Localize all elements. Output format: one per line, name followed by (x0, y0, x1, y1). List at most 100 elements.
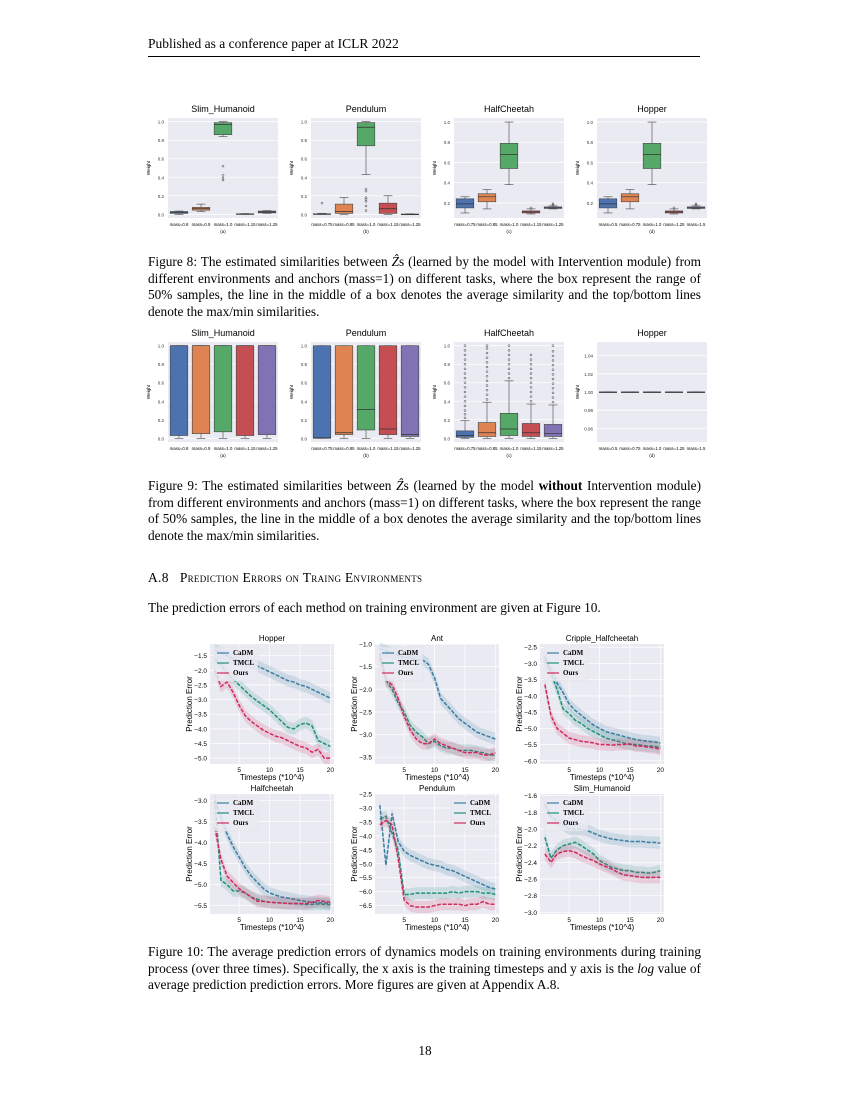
x-tick-label: mass=0.5 (599, 222, 618, 227)
x-tick-label: 20 (327, 767, 335, 774)
x-axis-label: Timesteps (*10^4) (405, 773, 470, 782)
y-tick-label: 0.8 (158, 362, 165, 367)
x-axis-label: Timesteps (*10^4) (570, 923, 635, 932)
y-tick-label: 1.0 (301, 344, 308, 349)
box-iqr (356, 345, 376, 431)
boxplot-panel: Slim_Humanoid 0.0 0.2 0.4 0.6 0.8 1.0 Weight mas… (146, 104, 278, 234)
y-tick-label: −1.0 (359, 642, 372, 649)
y-tick-label: 0.6 (301, 157, 308, 162)
y-tick-label: 0.2 (301, 194, 308, 199)
figure-8-caption: Figure 8: The estimated similarities bet… (148, 254, 701, 320)
y-tick-label: −4.0 (359, 833, 372, 840)
x-tick-label: mass=1.25 (256, 446, 278, 451)
outlier-point (551, 350, 555, 353)
x-tick-label: mass=1.0 (357, 446, 376, 451)
box-iqr (521, 423, 541, 437)
x-tick-label: mass=0.75 (619, 222, 641, 227)
y-tick-label: −3.5 (524, 677, 537, 684)
y-axis-label: Prediction Error (185, 676, 194, 732)
legend-box (213, 796, 259, 832)
caption-text: Intervention module) from different envi… (148, 478, 701, 543)
series-band-tmcl (379, 810, 496, 901)
outlier-point (364, 189, 368, 193)
outlier-point (551, 396, 555, 399)
box (312, 201, 332, 215)
box (499, 344, 519, 439)
y-tick-label: −5.5 (524, 742, 537, 749)
line-chart-panel: Pendulum −2.5 −3.0 −3.5 −4.0 −4.5 −5.0 −5.5 −6.0… (350, 784, 499, 932)
y-tick-label: −6.0 (524, 758, 537, 765)
outlier-point (551, 363, 555, 367)
y-tick-label: −4.5 (359, 847, 372, 854)
y-tick-label: 0.8 (444, 140, 451, 145)
x-tick-label: 10 (431, 767, 439, 774)
panel-sublabel: (d) (649, 229, 655, 234)
y-axis-label: Prediction Error (350, 826, 359, 882)
series-band-ours (214, 664, 331, 765)
y-tick-label: 0.2 (301, 418, 308, 423)
outlier-point (485, 379, 489, 383)
box (664, 206, 684, 215)
legend-label: Ours (563, 819, 578, 827)
line-chart-panel: Ant −1.0 −1.5 −2.0 −2.5 −3.0 −3.5 5 10 15 20 Timest… (350, 634, 499, 782)
y-tick-label: 0.4 (587, 181, 594, 186)
box-iqr (257, 345, 277, 435)
outlier-point (485, 347, 489, 350)
section-title: Prediction Errors on Traing Environments (179, 570, 423, 585)
outlier-point (463, 372, 467, 375)
outlier-point (221, 164, 225, 168)
box (378, 195, 398, 215)
x-tick-label: 20 (492, 917, 500, 924)
x-tick-label: mass=1.25 (663, 446, 685, 451)
figure-8-boxplots: Slim_Humanoid 0.0 0.2 0.4 0.6 0.8 1.0 Weight mas… (146, 104, 707, 234)
y-tick-label: −2.5 (194, 682, 207, 689)
box (235, 213, 255, 215)
legend: CaDM TMCL Ours (213, 646, 259, 682)
panel-sublabel: (c) (506, 453, 512, 458)
series-line-tmcl (544, 659, 661, 749)
box (543, 202, 563, 210)
y-tick-label: −2.2 (524, 843, 537, 850)
boxplot-panel: Hopper 0.96 0.98 1.00 1.02 1.04 Weight mass=0.5… (575, 328, 707, 458)
x-tick-label: mass=0.8 (170, 446, 189, 451)
panel-title: Hopper (637, 104, 667, 114)
y-tick-label: −5.0 (194, 756, 207, 763)
legend: CaDM TMCL Ours (450, 796, 496, 832)
outlier-point (529, 367, 533, 371)
y-axis-label: Weight (146, 384, 151, 399)
outlier-point (507, 353, 511, 357)
outlier-point (507, 362, 511, 366)
y-axis-label: Prediction Error (515, 826, 524, 882)
y-tick-label: 0.0 (301, 212, 308, 217)
y-tick-label: 1.0 (587, 120, 594, 125)
x-tick-label: mass=0.85 (476, 222, 498, 227)
outlier-point (463, 412, 467, 416)
y-tick-label: −4.5 (194, 861, 207, 868)
outlier-point (507, 372, 511, 375)
y-tick-label: −4.5 (524, 710, 537, 717)
caption-text: value of average prediction prediction e… (148, 960, 701, 993)
y-tick-label: 0.6 (301, 381, 308, 386)
box-iqr (455, 430, 475, 438)
x-tick-label: mass=1.5 (687, 222, 706, 227)
x-tick-label: mass=0.75 (454, 446, 476, 451)
series-line-cadm (379, 805, 496, 890)
series-line-ours (379, 819, 496, 908)
x-tick-label: mass=0.75 (311, 446, 333, 451)
y-tick-label: −3.0 (524, 910, 537, 917)
y-tick-label: 0.4 (444, 181, 451, 186)
series-line-ours (214, 827, 331, 905)
outlier-point (463, 400, 467, 403)
x-tick-label: mass=1.0 (214, 446, 233, 451)
panel-sublabel: (c) (506, 229, 512, 234)
outlier-point (507, 367, 511, 371)
outlier-point (485, 344, 489, 347)
header-rule (148, 56, 700, 57)
series-line-tmcl (544, 837, 661, 874)
y-axis-label: Prediction Error (350, 676, 359, 732)
outlier-point (364, 200, 368, 203)
y-tick-label: −4.0 (194, 726, 207, 733)
line-chart-panel: Hopper −1.5 −2.0 −2.5 −3.0 −3.5 −4.0 −4.5 −5.0 5 1… (185, 634, 334, 782)
box (213, 121, 233, 182)
outlier-point (694, 202, 698, 206)
